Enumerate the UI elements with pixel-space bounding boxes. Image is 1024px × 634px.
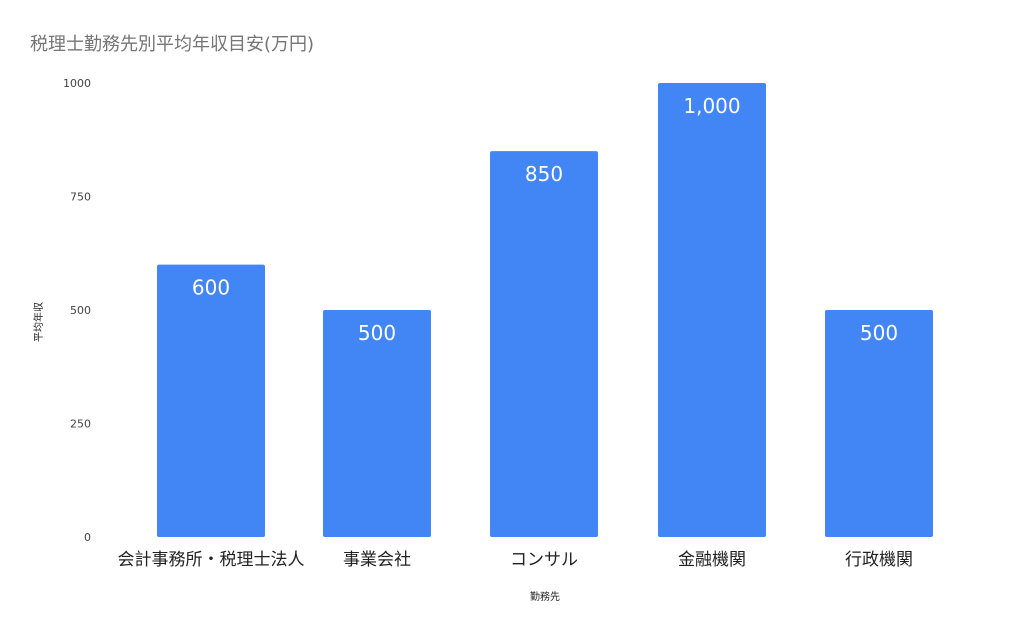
x-tick-label: 会計事務所・税理士法人 [118,550,305,570]
data-label: 600 [192,276,230,300]
bar [658,83,766,537]
x-axis-label: 勤務先 [530,590,560,603]
bar [490,151,598,537]
bar [323,310,431,537]
data-label: 500 [860,321,898,345]
y-tick-label: 1000 [63,77,91,90]
x-tick-label: 行政機関 [845,550,913,570]
y-tick-label: 250 [70,418,91,431]
y-tick-label: 750 [70,191,91,204]
data-label: 1,000 [683,94,740,118]
bar [825,310,933,537]
y-axis-label: 平均年収 [32,302,45,342]
y-tick-label: 0 [84,531,91,544]
y-tick-label: 500 [70,304,91,317]
data-label: 850 [525,162,563,186]
bars [157,83,933,537]
x-axis: 会計事務所・税理士法人 事業会社 コンサル 金融機関 行政機関 [118,550,914,570]
data-label: 500 [358,321,396,345]
x-tick-label: 金融機関 [678,550,746,570]
y-axis: 0 250 500 750 1000 [63,77,91,544]
bar [157,264,265,537]
data-labels: 600 500 850 1,000 500 [192,94,898,345]
x-tick-label: 事業会社 [343,550,411,570]
chart-title: 税理士勤務先別平均年収目安(万円) [30,34,314,55]
x-tick-label: コンサル [510,550,578,570]
